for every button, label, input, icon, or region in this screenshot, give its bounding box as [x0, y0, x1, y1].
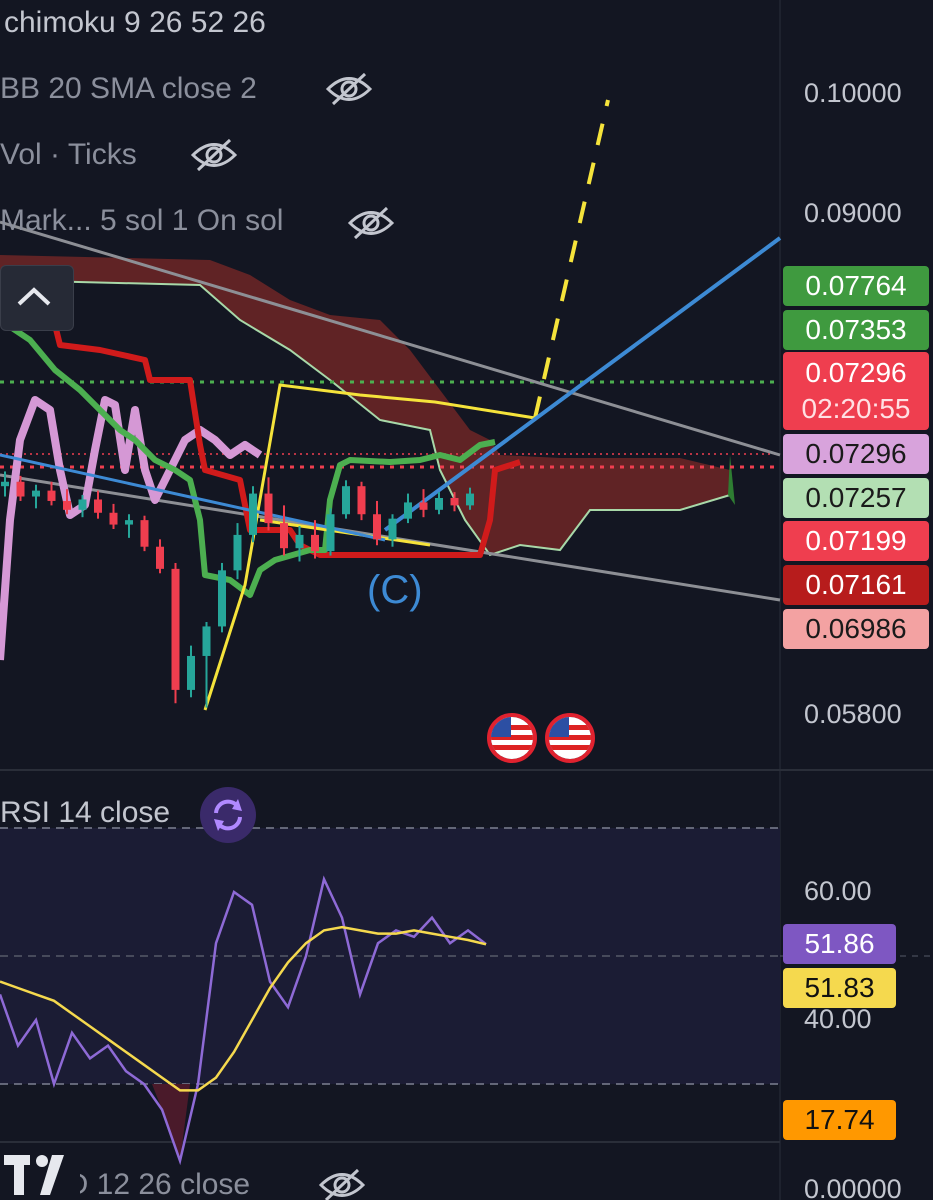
candle-body [156, 546, 164, 569]
price-tag-conversion: 0.07764 [783, 266, 929, 306]
candle-body [419, 502, 428, 510]
red-base-line [0, 317, 521, 558]
candle-body [233, 534, 242, 571]
candle-body [94, 499, 102, 513]
macd-axis-label: 0.00000 [804, 1174, 902, 1200]
rsi-oversold-fill [152, 1084, 190, 1161]
candle-body [435, 498, 443, 510]
candle-body [404, 502, 412, 519]
blue-trendline [0, 453, 386, 542]
candle-body [32, 490, 40, 497]
candle-body [218, 570, 226, 627]
price-tag-pink: 0.07296 [783, 434, 929, 474]
candle-body [450, 498, 459, 506]
green-conversion-line [0, 317, 496, 598]
candle-body [47, 490, 56, 501]
candle-body [109, 512, 118, 525]
candle-body [202, 626, 211, 656]
rsi-value-tag: 51.86 [783, 924, 896, 964]
collapse-legend-button[interactable] [0, 265, 74, 331]
candle-body [373, 514, 381, 540]
eye-off-icon[interactable] [190, 136, 238, 179]
price-tag-base: 0.07161 [783, 565, 929, 605]
price-tag-last: 0.07296 02:20:55 [783, 352, 929, 430]
candle-body [342, 486, 350, 515]
sync-icon[interactable] [200, 787, 256, 843]
candle-body [187, 655, 195, 690]
candle-body [125, 520, 133, 525]
rsi-extra-tag: 17.74 [783, 1100, 896, 1140]
candle-body [311, 534, 319, 552]
rsi-axis-label: 40.00 [804, 1004, 872, 1034]
us-flag-icon[interactable] [487, 713, 537, 763]
gray-trendline-upper [0, 220, 781, 457]
legend-ichimoku[interactable]: chimoku 9 26 52 26 [4, 6, 266, 39]
candle-body [63, 500, 71, 510]
candlestick-series [1, 471, 474, 708]
candle-body [280, 523, 288, 549]
eye-off-icon[interactable] [347, 204, 395, 247]
rsi-line [0, 875, 487, 1166]
yellow-projection-line [533, 99, 610, 419]
rsi-ma-value-tag: 51.83 [783, 968, 896, 1008]
candle-body [295, 534, 304, 549]
candle-body [16, 481, 25, 497]
legend-macd[interactable]: MACD 12 26 close [0, 1168, 251, 1200]
price-axis-label: 0.09000 [804, 198, 902, 228]
eye-off-icon[interactable] [325, 70, 373, 113]
price-tag-red-dotted: 0.07199 [783, 521, 929, 561]
candle-body [78, 499, 87, 510]
cloud-edge-green [728, 455, 735, 505]
price-tag-green: 0.07353 [783, 310, 929, 350]
eye-off-icon[interactable] [318, 1166, 366, 1200]
rsi-axis-label: 60.00 [804, 876, 872, 906]
legend-rsi[interactable]: RSI 14 close [0, 796, 171, 829]
price-axis-label: 0.05800 [804, 699, 902, 729]
candle-body [1, 481, 9, 487]
price-tag-cloud-lower: 0.07257 [783, 478, 929, 518]
price-axis-label: 0.10000 [804, 78, 902, 108]
last-price-value: 0.07296 [805, 357, 907, 388]
yellow-channel-line [203, 383, 536, 711]
bar-countdown: 02:20:55 [801, 393, 911, 424]
rsi-ma-line [0, 925, 487, 1092]
blue-projection-line [383, 236, 782, 532]
candle-body [171, 568, 180, 690]
legend-vol[interactable]: Vol · Ticks [0, 138, 137, 171]
candle-body [388, 518, 397, 540]
candle-body [140, 520, 149, 547]
legend-mark[interactable]: Mark... 5 sol 1 On sol [0, 204, 284, 237]
candle-body [466, 493, 474, 506]
legend-bb[interactable]: BB 20 SMA close 2 [0, 72, 257, 105]
price-tag-cloud-upper: 0.06986 [783, 609, 929, 649]
candle-body [249, 493, 257, 535]
us-flag-icon[interactable] [545, 713, 595, 763]
chevron-up-icon [17, 287, 51, 306]
ichimoku-cloud [0, 255, 730, 555]
wave-label-c: (C) [367, 568, 423, 612]
candle-body [264, 493, 273, 524]
pink-line [0, 396, 263, 661]
tradingview-logo[interactable] [0, 1145, 80, 1200]
cloud-lower-span [0, 279, 731, 557]
candle-body [326, 514, 335, 552]
candle-body [357, 486, 366, 515]
